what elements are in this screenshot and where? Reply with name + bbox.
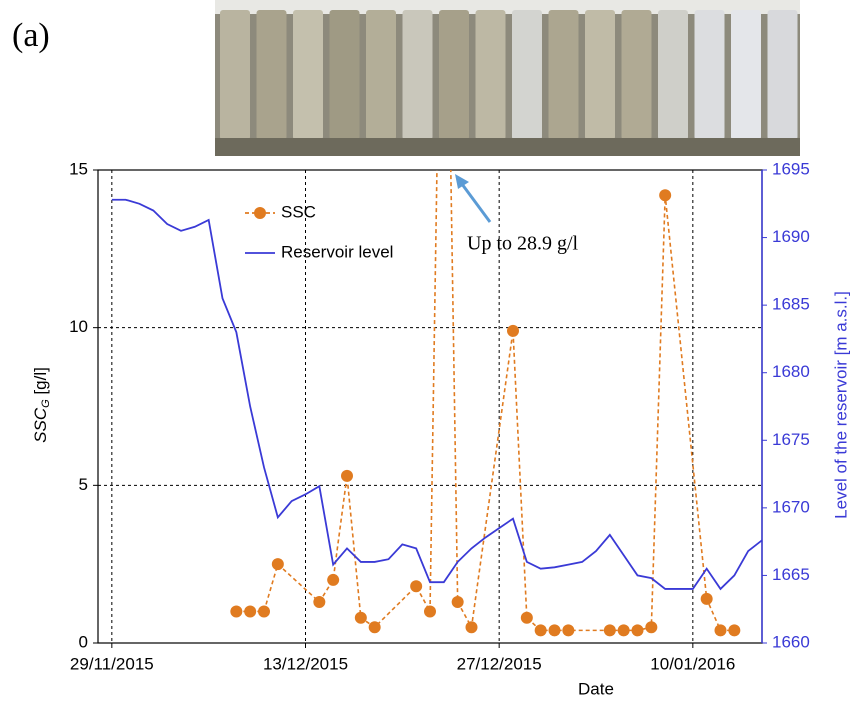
data-point (507, 324, 519, 337)
data-point (631, 624, 644, 637)
y2-tick-label: 1675 (772, 430, 810, 449)
y-label-unit: [g/l] (31, 367, 50, 399)
data-point (714, 624, 727, 637)
x-axis-label: Date (578, 679, 614, 698)
y-label-sub: G (40, 399, 52, 408)
y-label-main: SSC (31, 407, 50, 443)
data-point (341, 469, 353, 482)
x-tick-label: 13/12/2015 (263, 654, 348, 673)
photo-tube (731, 10, 761, 140)
photo-tube (220, 10, 250, 140)
photo-tube (694, 10, 725, 140)
data-point (562, 624, 575, 637)
photo-tube (366, 10, 396, 140)
y-tick-label: 0 (79, 632, 88, 651)
data-point (258, 605, 270, 618)
photo-tube (402, 10, 433, 140)
y2-tick-label: 1690 (772, 227, 810, 246)
x-tick-label: 27/12/2015 (457, 654, 542, 673)
data-point (354, 611, 367, 624)
panel-label: (a) (12, 17, 50, 54)
photo-tube (293, 10, 323, 140)
data-point (313, 596, 326, 609)
photo-tube (475, 10, 506, 140)
y2-axis-label: Level of the reservoir [m a.s.l.] (831, 291, 850, 519)
y-tick-label: 5 (79, 475, 88, 494)
y2-tick-label: 1660 (772, 632, 810, 651)
annotation-arrow (457, 179, 492, 223)
legend-label: SSC (281, 202, 316, 221)
data-point (728, 624, 741, 637)
data-point (271, 558, 284, 571)
series-line (111, 198, 762, 591)
data-point (700, 592, 713, 605)
photo-tube (329, 10, 360, 140)
data-point (465, 621, 478, 634)
annotation-arrowhead (455, 174, 469, 189)
data-point (410, 580, 423, 593)
x-tick-label: 29/11/2015 (70, 654, 154, 673)
legend-marker (254, 207, 266, 219)
photo-tube (767, 10, 798, 140)
photo-tube (439, 10, 469, 140)
photo-tube (512, 10, 542, 140)
data-point (659, 189, 672, 202)
annotation: Up to 28.9 g/l (467, 233, 579, 255)
y2-tick-label: 1695 (772, 159, 810, 178)
photo-tube (548, 10, 579, 140)
data-point (520, 611, 533, 624)
legend-label: Reservoir level (281, 242, 393, 261)
photo-tube (658, 10, 688, 140)
y2-tick-label: 1685 (772, 295, 810, 314)
y2-tick-label: 1670 (772, 497, 810, 516)
data-point (617, 624, 630, 637)
data-point (368, 621, 381, 634)
data-point (548, 624, 561, 637)
data-point (603, 624, 616, 637)
photo-tube (621, 10, 652, 140)
y-tick-label: 10 (69, 317, 88, 336)
y-axis-label: SSCG [g/l] (31, 367, 51, 443)
y2-tick-label: 1665 (772, 565, 810, 584)
data-point (645, 621, 658, 634)
data-point (424, 605, 436, 618)
x-tick-label: 10/01/2016 (650, 654, 735, 673)
data-point (230, 605, 243, 618)
data-point (244, 605, 257, 618)
photo-tube (585, 10, 615, 140)
photo (215, 0, 800, 156)
data-point (451, 596, 464, 609)
y2-tick-label: 1680 (772, 362, 810, 381)
data-point (327, 573, 340, 586)
y-tick-label: 15 (69, 159, 88, 178)
data-point (534, 624, 547, 637)
plot-area (111, 170, 762, 637)
photo-tube (256, 10, 287, 140)
